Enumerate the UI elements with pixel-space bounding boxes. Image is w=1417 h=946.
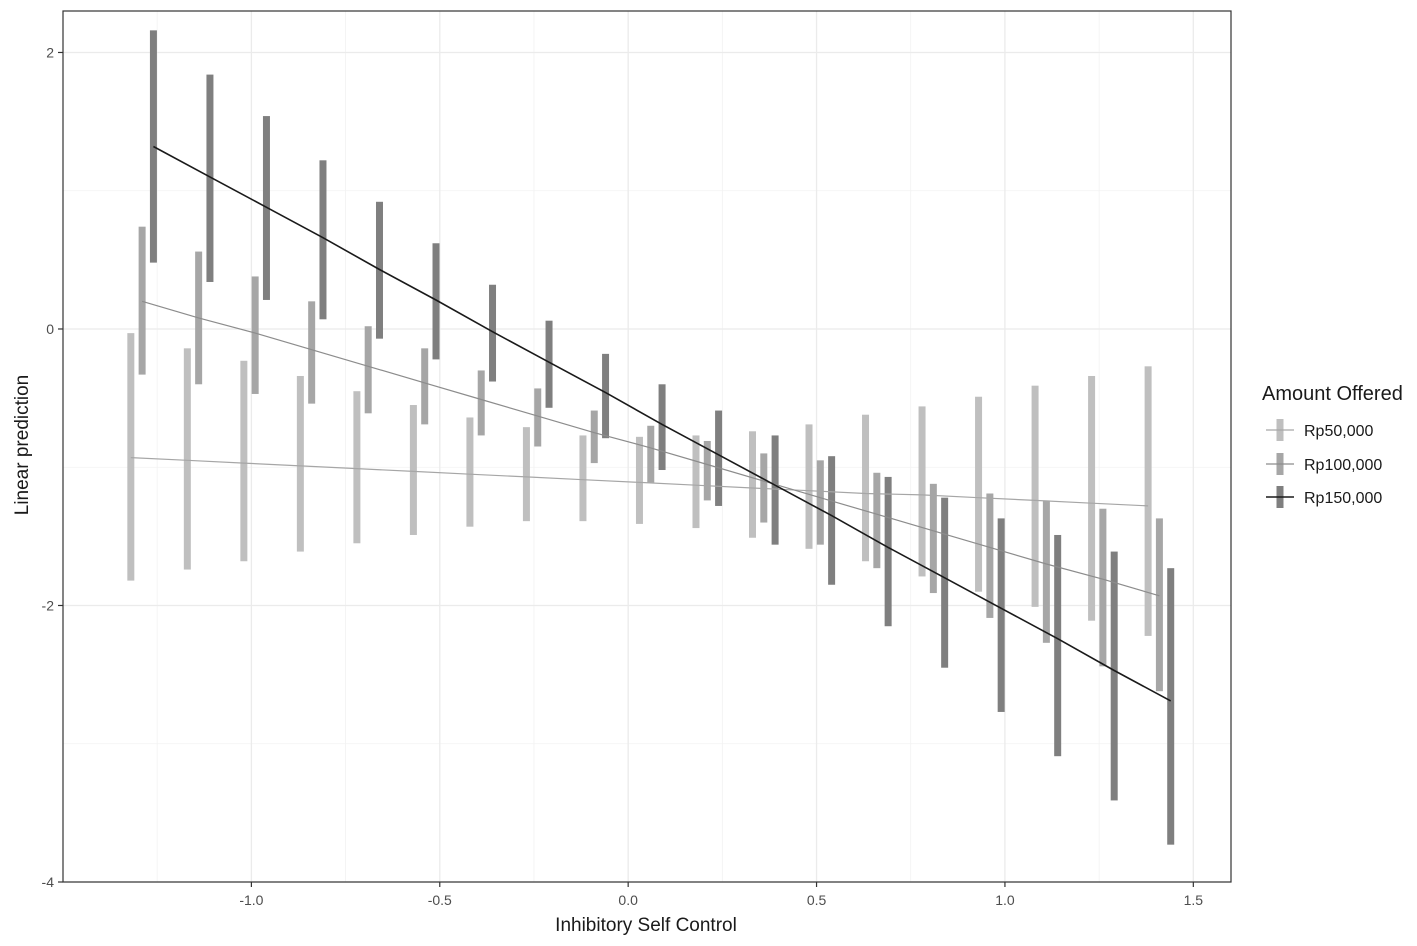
- ci-bar-series-1: [522, 427, 530, 522]
- series-lines: [130, 145, 1172, 702]
- ci-bar-series-2: [477, 370, 485, 436]
- ci-bar-series-1: [1031, 385, 1039, 607]
- ci-bar-series-3: [206, 74, 214, 282]
- ci-bar-series-1: [918, 406, 926, 577]
- y-axis-title: Linear prediction: [12, 375, 33, 515]
- ci-bar-series-2: [251, 276, 259, 394]
- ci-bar-series-1: [579, 435, 587, 522]
- ci-bar-series-3: [319, 160, 327, 320]
- ci-bar-series-1: [635, 436, 643, 524]
- legend-title: Amount Offered: [1262, 383, 1403, 405]
- ci-bar-series-3: [489, 284, 497, 382]
- ci-bar-series-3: [432, 243, 440, 360]
- series-line-1: [130, 457, 1149, 507]
- ci-bar-series-1: [862, 414, 870, 562]
- x-tick-label: 1.5: [1184, 892, 1204, 908]
- ci-bar-series-3: [997, 518, 1005, 712]
- ci-bar-series-3: [941, 497, 949, 668]
- y-tick-label: 2: [46, 44, 54, 60]
- ci-bar-series-2: [986, 493, 994, 618]
- x-axis-title: Inhibitory Self Control: [555, 915, 737, 936]
- ci-bar-series-3: [602, 353, 610, 439]
- y-tick-label: -2: [42, 597, 55, 613]
- grid: [63, 11, 1231, 883]
- ci-bar-series-3: [884, 476, 892, 627]
- ci-bar-series-1: [127, 333, 135, 581]
- confidence-intervals: [127, 30, 1175, 845]
- ci-bar-series-3: [658, 384, 666, 471]
- x-tick-label: 0.0: [618, 892, 638, 908]
- series-line-3: [153, 145, 1172, 702]
- y-tick-label: -4: [42, 874, 55, 890]
- ci-bar-series-1: [692, 435, 700, 529]
- ci-bar-series-1: [1144, 366, 1152, 636]
- x-tick-label: -1.0: [239, 892, 263, 908]
- ci-bar-series-1: [353, 391, 361, 544]
- ci-bar-series-3: [828, 456, 836, 585]
- ci-bar-series-3: [1054, 534, 1062, 757]
- ci-bar-series-1: [1088, 375, 1096, 621]
- ci-bar-series-3: [1110, 551, 1118, 801]
- ci-bar-series-2: [1099, 508, 1107, 667]
- ci-bar-series-3: [771, 435, 779, 545]
- ci-bar-series-2: [590, 410, 598, 464]
- plot-panel-border: [62, 10, 1232, 883]
- ci-bar-series-1: [466, 417, 474, 527]
- ci-bar-series-2: [534, 388, 542, 447]
- series-line-2: [141, 300, 1160, 597]
- ci-bar-series-1: [409, 405, 417, 535]
- ci-bar-series-2: [1042, 500, 1050, 643]
- legend-keys: [1266, 419, 1294, 508]
- ci-bar-series-1: [748, 431, 756, 538]
- legend-label-rp100000: Rp100,000: [1304, 457, 1382, 474]
- ci-bar-series-3: [1167, 568, 1175, 845]
- ci-bar-series-2: [816, 460, 824, 545]
- ci-bar-series-1: [805, 424, 813, 549]
- x-tick-label: -0.5: [428, 892, 452, 908]
- ci-bar-series-3: [715, 410, 723, 506]
- ci-bar-series-2: [308, 301, 316, 404]
- axes: -1.0 -0.5 0.0 0.5 1.0 1.5 -4 -2 0 2: [42, 44, 1204, 908]
- ci-bar-series-2: [421, 348, 429, 425]
- ci-bar-series-2: [138, 226, 146, 375]
- ci-bar-series-1: [240, 360, 248, 562]
- legend: Amount Offered Rp50,000 Rp100,000 Rp150,…: [1262, 383, 1403, 508]
- legend-label-rp150000: Rp150,000: [1304, 490, 1382, 507]
- ci-bar-series-1: [975, 396, 983, 592]
- ci-bar-series-1: [296, 375, 304, 552]
- ci-bar-series-2: [929, 483, 937, 594]
- ci-bar-series-2: [364, 326, 372, 414]
- y-tick-label: 0: [46, 321, 54, 337]
- ci-bar-series-2: [647, 425, 655, 483]
- x-tick-label: 1.0: [995, 892, 1015, 908]
- ci-bar-series-3: [545, 320, 553, 408]
- ci-bar-series-2: [703, 440, 711, 501]
- ci-bar-series-2: [1155, 518, 1163, 692]
- legend-label-rp50000: Rp50,000: [1304, 423, 1373, 440]
- x-tick-label: 0.5: [807, 892, 827, 908]
- ci-bar-series-2: [873, 472, 881, 569]
- ci-bar-series-1: [183, 348, 191, 570]
